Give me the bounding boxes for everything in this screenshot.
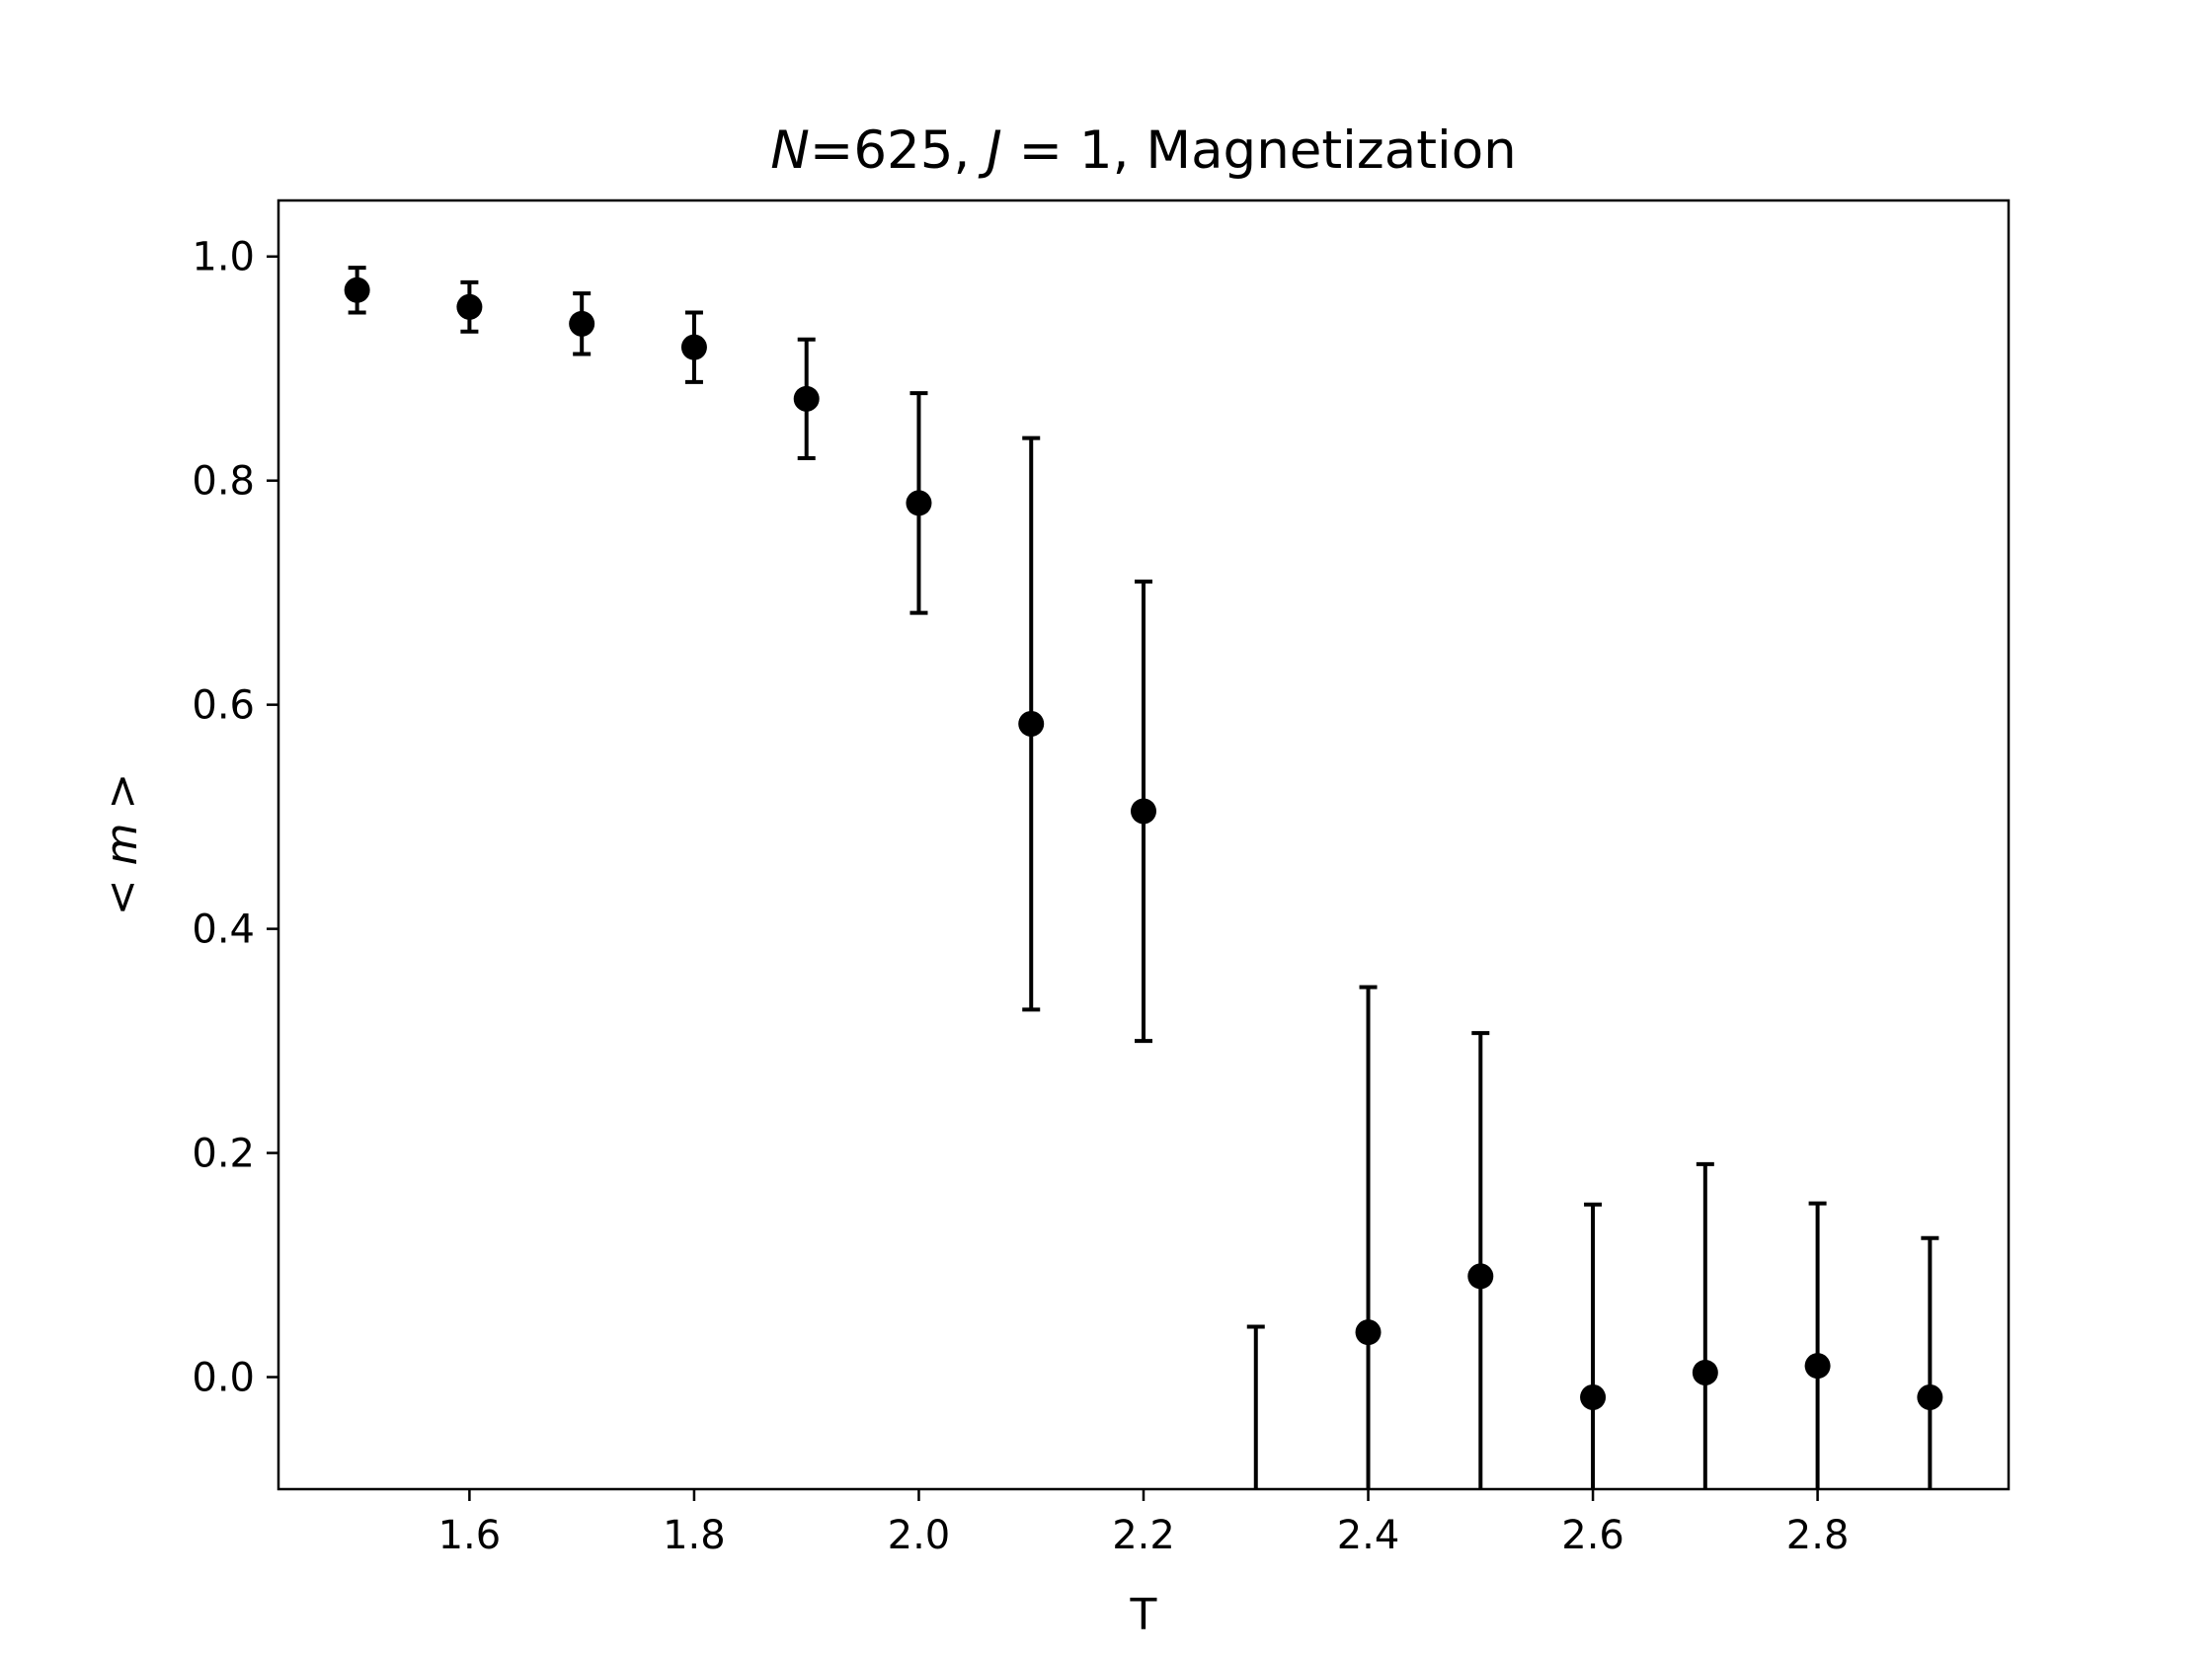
plot-area: [344, 266, 1943, 1489]
data-point: [1580, 1383, 1607, 1410]
data-point: [569, 310, 595, 337]
y-tick-label: 0.0: [192, 1356, 255, 1401]
data-point: [1467, 1263, 1494, 1290]
x-tick-label: 1.6: [438, 1513, 502, 1558]
y-tick-label: 1.0: [192, 235, 255, 280]
x-tick-label: 2.6: [1561, 1513, 1624, 1558]
y-axis-label: < m >: [97, 773, 147, 916]
y-tick-label: 0.8: [192, 459, 255, 505]
title-n-value: =625,: [810, 120, 987, 181]
data-point: [1131, 798, 1156, 825]
data-point: [906, 490, 932, 516]
x-axis-label: T: [1130, 1590, 1157, 1640]
data-point: [793, 385, 820, 412]
y-tick-label: 0.4: [192, 908, 255, 953]
x-tick-label: 2.2: [1112, 1513, 1175, 1558]
data-point: [1804, 1353, 1831, 1380]
data-point: [1692, 1359, 1718, 1385]
plot-frame: [276, 198, 2011, 1491]
y-tick-label: 0.2: [192, 1132, 255, 1177]
data-point: [1018, 710, 1045, 737]
x-tick-label: 2.4: [1337, 1513, 1400, 1558]
data-point: [456, 293, 483, 320]
data-point: [1355, 1319, 1382, 1346]
y-tick-label: 0.6: [192, 683, 255, 729]
x-tick-label: 1.8: [663, 1513, 726, 1558]
x-tick-label: 2.0: [888, 1513, 951, 1558]
x-tick-label: 2.8: [1786, 1513, 1850, 1558]
y-axis-ticks: 0.0 0.2 0.4 0.6 0.8 1.0: [192, 235, 278, 1401]
chart-title: N=625, J = 1, Magnetization: [770, 120, 1516, 181]
data-point: [680, 334, 707, 360]
data-point: [1917, 1383, 1943, 1410]
data-point: [344, 276, 370, 303]
title-n-symbol: N: [770, 120, 810, 181]
title-j-value: = 1, Magnetization: [1002, 120, 1517, 181]
x-axis-ticks: 1.6 1.8 2.0 2.2 2.4 2.6 2.8: [438, 1489, 1850, 1558]
